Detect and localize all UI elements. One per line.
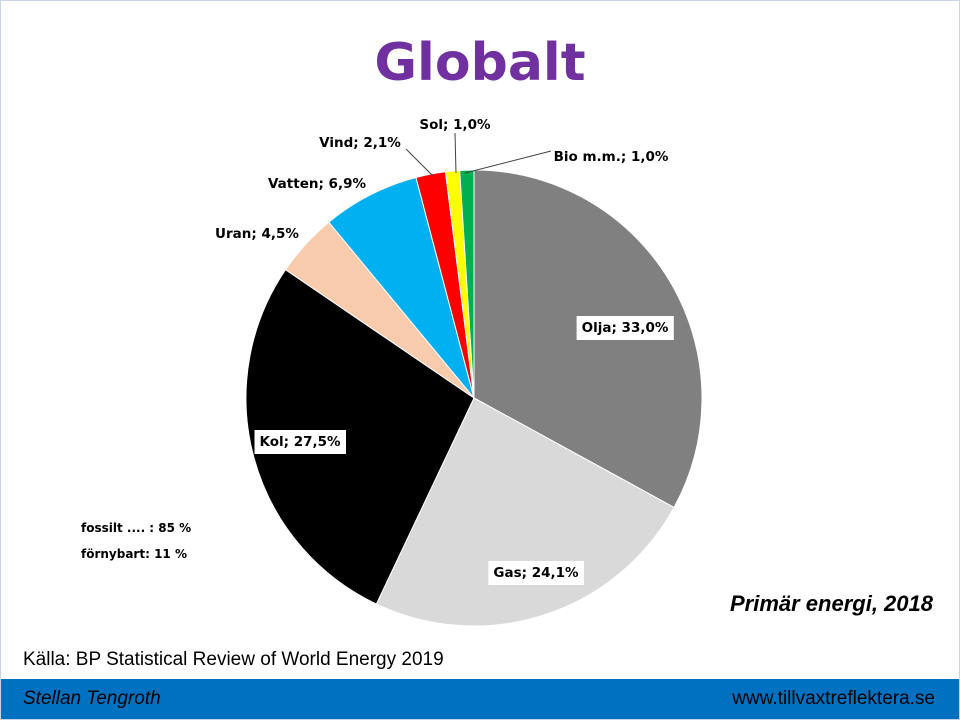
pie-slice-kol (245, 268, 475, 605)
slice-label-bio-m-m: Bio m.m.; 1,0% (554, 149, 669, 165)
slice-label-box-kol (254, 430, 346, 454)
slice-label-box-gas (488, 561, 584, 585)
slice-label-uran: Uran; 4,5% (215, 226, 299, 242)
leader-line-bio-m-m (464, 150, 552, 174)
source-note: Källa: BP Statistical Review of World En… (23, 649, 444, 670)
pie-labels: Olja; 33,0% Gas; 24,1% Kol; 27,5% Uran; 4,5… (215, 117, 674, 585)
slide-title: Globalt (374, 33, 586, 93)
pie-slice-bio-m-m (459, 169, 475, 399)
leader-line-vind (405, 148, 434, 177)
author-name: Stellan Tengroth (23, 688, 161, 709)
pie-slices (245, 169, 703, 627)
slice-label-gas: Gas; 24,1% (493, 565, 579, 581)
slice-label-sol: Sol; 1,0% (419, 117, 491, 133)
slice-label-vatten: Vatten; 6,9% (268, 176, 367, 192)
website-link[interactable]: www.tillvaxtreflektera.se (732, 688, 935, 709)
slice-label-kol: Kol; 27,5% (259, 434, 341, 450)
footer-bar: Stellan Tengroth www.tillvaxtreflektera.… (1, 679, 959, 719)
slice-label-vind: Vind; 2,1% (319, 135, 401, 151)
summary-notes: fossilt .... : 85 % förnybart: 11 % (81, 515, 191, 567)
renewable-share-note: förnybart: 11 % (81, 547, 187, 561)
slice-label-box-olja (576, 316, 674, 340)
leader-line-sol (454, 132, 457, 174)
chart-subtitle: Primär energi, 2018 (729, 591, 933, 616)
slice-label-olja: Olja; 33,0% (582, 320, 669, 336)
fossil-share-note: fossilt .... : 85 % (81, 521, 192, 535)
pie-slice-gas (375, 397, 675, 627)
pie-chart: Olja; 33,0% Gas; 24,1% Kol; 27,5% Uran; 4,5… (215, 117, 703, 627)
